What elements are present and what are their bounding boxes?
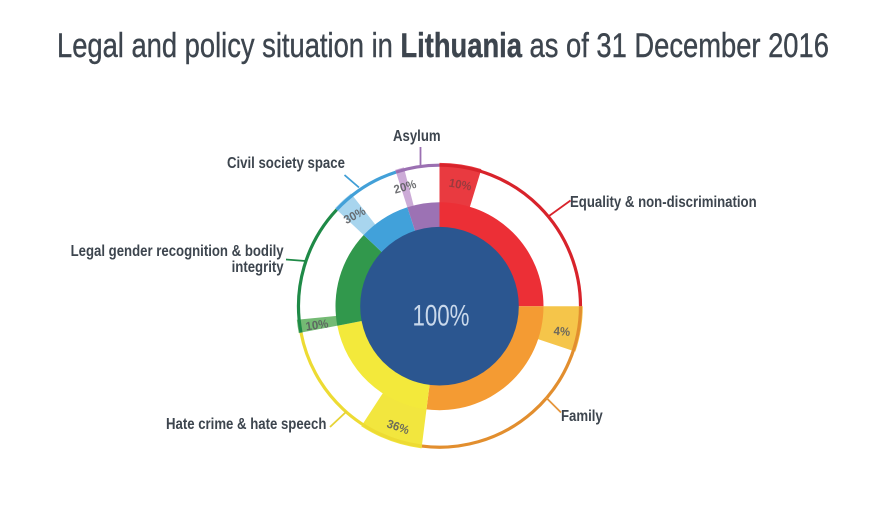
svg-text:10%: 10%	[448, 176, 473, 193]
svg-text:10%: 10%	[305, 317, 330, 333]
svg-text:4%: 4%	[553, 325, 571, 339]
svg-text:20%: 20%	[392, 177, 418, 196]
svg-text:100%: 100%	[413, 300, 470, 333]
